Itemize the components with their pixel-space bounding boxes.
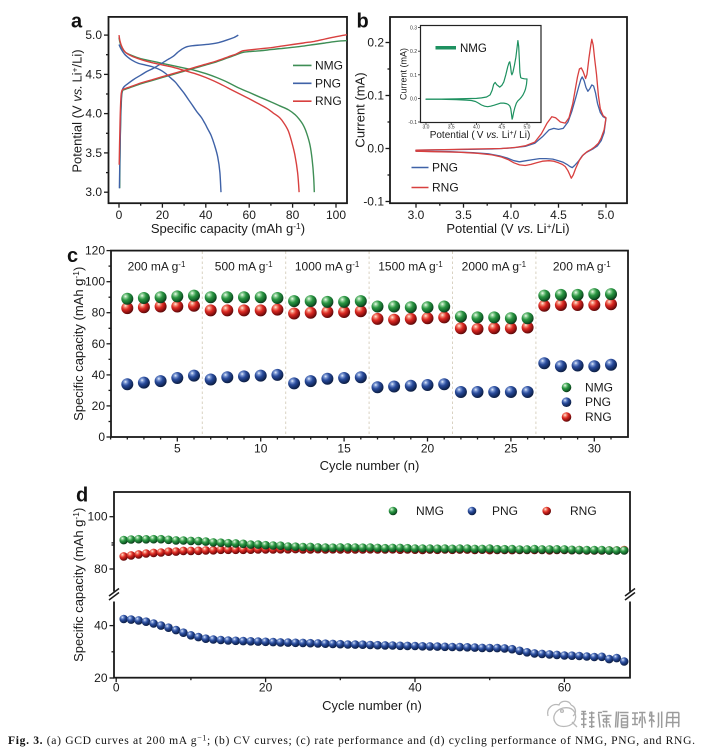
svg-text:60: 60: [243, 208, 257, 222]
svg-text:PNG: PNG: [492, 504, 518, 518]
svg-text:PNG: PNG: [432, 161, 458, 175]
svg-text:5.0: 5.0: [524, 125, 531, 131]
svg-text:PNG: PNG: [315, 76, 341, 90]
svg-text:b: b: [357, 11, 369, 33]
svg-text:25: 25: [504, 442, 518, 456]
svg-text:Current (mA): Current (mA): [353, 72, 368, 147]
svg-text:NMG: NMG: [315, 58, 343, 72]
svg-text:4.5: 4.5: [85, 67, 102, 81]
svg-text:Cycle number (n): Cycle number (n): [322, 698, 422, 713]
svg-text:3.0: 3.0: [423, 125, 430, 131]
svg-text:10: 10: [254, 442, 268, 456]
svg-text:RNG: RNG: [570, 504, 597, 518]
svg-text:200 mA g-1: 200 mA g-1: [128, 260, 186, 274]
svg-text:4.0: 4.0: [503, 208, 520, 222]
svg-text:500 mA g-1: 500 mA g-1: [215, 260, 273, 274]
svg-text:3.5: 3.5: [455, 208, 472, 222]
svg-text:3.0: 3.0: [408, 208, 425, 222]
svg-text:5.0: 5.0: [598, 208, 615, 222]
svg-text:0.0: 0.0: [367, 142, 384, 156]
svg-text:60: 60: [92, 337, 106, 351]
svg-text:3.5: 3.5: [448, 125, 455, 131]
svg-text:Specific capacity (mAh g-1): Specific capacity (mAh g-1): [71, 267, 86, 421]
svg-text:200 mA g-1: 200 mA g-1: [553, 260, 611, 274]
svg-text:4.0: 4.0: [473, 125, 480, 131]
svg-text:0: 0: [98, 430, 105, 444]
svg-text:Potential (V vs. Li+/Li): Potential (V vs. Li+/Li): [70, 49, 85, 172]
svg-text:40: 40: [92, 368, 106, 382]
svg-text:40: 40: [199, 208, 213, 222]
svg-text:NMG: NMG: [460, 43, 487, 55]
svg-text:RNG: RNG: [432, 181, 459, 195]
svg-text:NMG: NMG: [585, 380, 613, 394]
svg-text:80: 80: [286, 208, 300, 222]
svg-text:-0.1: -0.1: [363, 195, 384, 209]
svg-text:100: 100: [85, 275, 105, 289]
svg-text:20: 20: [156, 208, 170, 222]
svg-text:20: 20: [94, 671, 108, 685]
svg-text:40: 40: [408, 681, 422, 695]
svg-text:20: 20: [259, 681, 273, 695]
svg-text:NMG: NMG: [416, 504, 444, 518]
svg-text:0: 0: [116, 208, 123, 222]
svg-text:0.1: 0.1: [367, 89, 384, 103]
svg-text:a: a: [71, 11, 83, 33]
svg-text:Potential (V vs. Li+/Li): Potential (V vs. Li+/Li): [446, 221, 569, 236]
svg-text:40: 40: [94, 619, 108, 633]
svg-text:RNG: RNG: [315, 94, 342, 108]
svg-text:0.2: 0.2: [367, 36, 384, 50]
svg-text:RNG: RNG: [585, 410, 612, 424]
svg-text:4.0: 4.0: [85, 107, 102, 121]
svg-text:3.5: 3.5: [85, 146, 102, 160]
svg-text:Specific capacity (mAh g-1): Specific capacity (mAh g-1): [151, 221, 305, 236]
svg-text:80: 80: [94, 562, 108, 576]
svg-text:0.2: 0.2: [410, 49, 417, 55]
svg-text:5: 5: [174, 442, 181, 456]
svg-text:20: 20: [421, 442, 435, 456]
svg-text:100: 100: [87, 510, 107, 524]
svg-text:30: 30: [588, 442, 602, 456]
svg-text:4.5: 4.5: [498, 125, 505, 131]
svg-text:80: 80: [92, 306, 106, 320]
svg-text:Current (mA): Current (mA): [399, 48, 409, 100]
svg-text:-0.1: -0.1: [408, 120, 417, 126]
svg-text:0.1: 0.1: [410, 73, 417, 79]
svg-text:100: 100: [326, 208, 346, 222]
svg-text:5.0: 5.0: [85, 28, 102, 42]
svg-text:0.0: 0.0: [410, 96, 417, 102]
svg-text:1000 mA g-1: 1000 mA g-1: [295, 260, 360, 274]
svg-text:Cycle number (n): Cycle number (n): [320, 458, 420, 473]
svg-text:15: 15: [337, 442, 351, 456]
svg-text:2000 mA g-1: 2000 mA g-1: [462, 260, 527, 274]
svg-text:20: 20: [92, 399, 106, 413]
svg-text:Specific capacity (mAh g-1): Specific capacity (mAh g-1): [71, 508, 86, 662]
svg-text:c: c: [67, 245, 78, 267]
svg-text:1500 mA g-1: 1500 mA g-1: [378, 260, 443, 274]
svg-text:0: 0: [113, 681, 120, 695]
svg-text:Potential ( V vs. Li+/ Li): Potential ( V vs. Li+/ Li): [430, 130, 531, 141]
svg-text:3.0: 3.0: [85, 185, 102, 199]
svg-text:0.3: 0.3: [410, 26, 417, 32]
svg-text:PNG: PNG: [585, 395, 611, 409]
svg-text:120: 120: [85, 244, 105, 258]
svg-text:Fig. 3. (a) GCD curves at 200: Fig. 3. (a) GCD curves at 200 mA g−1; (b…: [8, 734, 695, 748]
svg-text:4.5: 4.5: [550, 208, 567, 222]
svg-text:d: d: [76, 485, 88, 507]
svg-text:60: 60: [558, 681, 572, 695]
